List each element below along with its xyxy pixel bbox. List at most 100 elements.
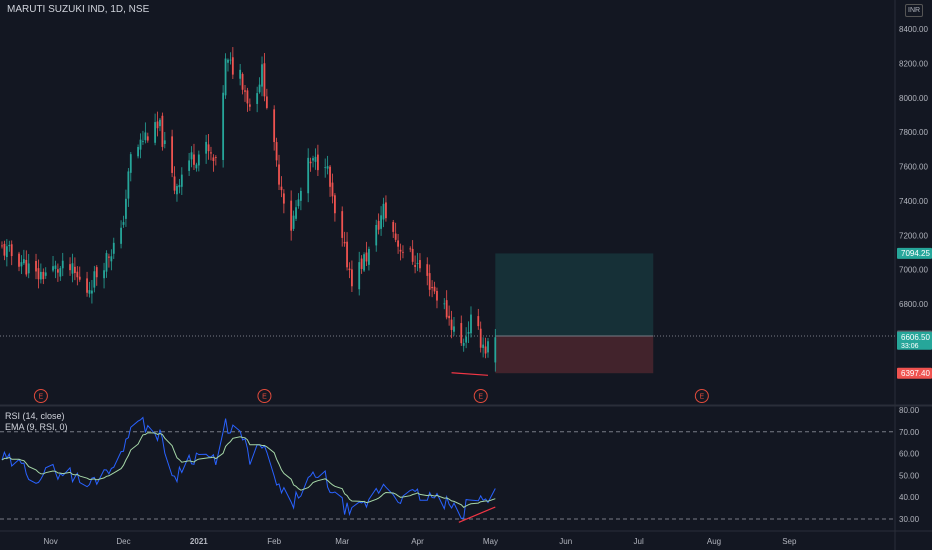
candle[interactable] <box>312 155 314 168</box>
stop-zone[interactable] <box>495 335 654 374</box>
candle[interactable] <box>365 241 368 267</box>
candle[interactable] <box>448 305 451 326</box>
candle[interactable] <box>42 268 45 285</box>
candle[interactable] <box>290 190 293 241</box>
candle[interactable] <box>214 155 217 166</box>
candle[interactable] <box>385 195 387 222</box>
candle[interactable] <box>88 281 91 298</box>
candle[interactable] <box>309 157 312 172</box>
candle[interactable] <box>122 215 125 228</box>
candle[interactable] <box>54 260 57 279</box>
candle[interactable] <box>188 152 191 176</box>
candle[interactable] <box>295 200 297 221</box>
candle[interactable] <box>207 133 210 160</box>
candle[interactable] <box>212 154 215 172</box>
candle[interactable] <box>231 47 234 79</box>
candle[interactable] <box>419 253 421 273</box>
candle[interactable] <box>428 264 431 297</box>
candle[interactable] <box>10 240 13 266</box>
candle[interactable] <box>380 206 382 236</box>
candle[interactable] <box>224 53 227 99</box>
candle[interactable] <box>282 189 285 214</box>
candle[interactable] <box>297 193 300 209</box>
candle[interactable] <box>154 113 156 146</box>
candle[interactable] <box>375 219 378 252</box>
candle[interactable] <box>18 251 20 272</box>
candle[interactable] <box>108 253 110 268</box>
candle[interactable] <box>52 256 54 273</box>
candle[interactable] <box>3 240 6 261</box>
rsi-series-line[interactable] <box>1 416 496 520</box>
candle[interactable] <box>411 240 414 265</box>
candle[interactable] <box>129 152 132 182</box>
candle[interactable] <box>263 53 266 102</box>
candle[interactable] <box>246 87 249 112</box>
candle[interactable] <box>397 234 399 254</box>
candle[interactable] <box>144 122 147 144</box>
rsi-divergence-line[interactable] <box>458 506 496 523</box>
candle[interactable] <box>176 183 178 202</box>
candle[interactable] <box>351 260 353 293</box>
candle[interactable] <box>460 315 463 346</box>
candle[interactable] <box>433 281 436 295</box>
candle[interactable] <box>71 253 74 283</box>
candle[interactable] <box>110 249 113 271</box>
target-zone[interactable] <box>495 253 654 336</box>
candle[interactable] <box>95 265 98 286</box>
candle[interactable] <box>431 280 434 298</box>
candle[interactable] <box>173 166 176 195</box>
candle[interactable] <box>197 150 200 172</box>
candle[interactable] <box>273 105 276 151</box>
candle[interactable] <box>465 327 468 349</box>
candle[interactable] <box>299 187 302 211</box>
candle[interactable] <box>326 155 329 175</box>
candle[interactable] <box>22 249 25 265</box>
candle[interactable] <box>462 338 465 352</box>
candle[interactable] <box>142 130 144 145</box>
candle[interactable] <box>190 146 193 168</box>
candle[interactable] <box>324 158 327 178</box>
candle[interactable] <box>229 52 232 65</box>
candle[interactable] <box>331 173 334 204</box>
rsi-legend[interactable]: RSI (14, close) <box>5 411 65 421</box>
candle[interactable] <box>416 252 419 272</box>
candle[interactable] <box>258 77 261 94</box>
candle[interactable] <box>25 250 28 277</box>
candle[interactable] <box>265 88 268 110</box>
earnings-marker[interactable]: E <box>473 389 488 403</box>
candle[interactable] <box>195 162 198 172</box>
candle[interactable] <box>125 189 127 227</box>
candle[interactable] <box>484 337 487 359</box>
candle[interactable] <box>27 254 30 279</box>
candle[interactable] <box>178 178 181 194</box>
candle[interactable] <box>193 143 195 170</box>
candle[interactable] <box>399 243 402 261</box>
candle[interactable] <box>377 213 380 235</box>
price-divergence-line[interactable] <box>451 372 489 376</box>
candle[interactable] <box>482 337 485 358</box>
candle[interactable] <box>450 310 453 339</box>
candle[interactable] <box>453 317 455 336</box>
candle[interactable] <box>348 262 351 279</box>
candle[interactable] <box>392 219 395 238</box>
candle[interactable] <box>86 271 88 297</box>
candle[interactable] <box>467 321 470 343</box>
candle[interactable] <box>239 63 242 86</box>
candle[interactable] <box>44 267 47 279</box>
candle[interactable] <box>156 111 159 137</box>
candle[interactable] <box>292 210 295 231</box>
candle[interactable] <box>487 337 489 358</box>
candle[interactable] <box>261 56 263 97</box>
candle[interactable] <box>180 167 183 195</box>
candle[interactable] <box>241 72 244 95</box>
candle[interactable] <box>343 231 346 247</box>
currency-badge[interactable]: INR <box>905 4 924 17</box>
candle[interactable] <box>278 154 280 190</box>
earnings-marker[interactable]: E <box>694 389 709 403</box>
candle[interactable] <box>171 129 173 178</box>
candle[interactable] <box>227 58 229 72</box>
candle[interactable] <box>329 165 331 197</box>
candle[interactable] <box>222 85 225 168</box>
candle[interactable] <box>402 245 404 259</box>
candle[interactable] <box>436 287 438 309</box>
